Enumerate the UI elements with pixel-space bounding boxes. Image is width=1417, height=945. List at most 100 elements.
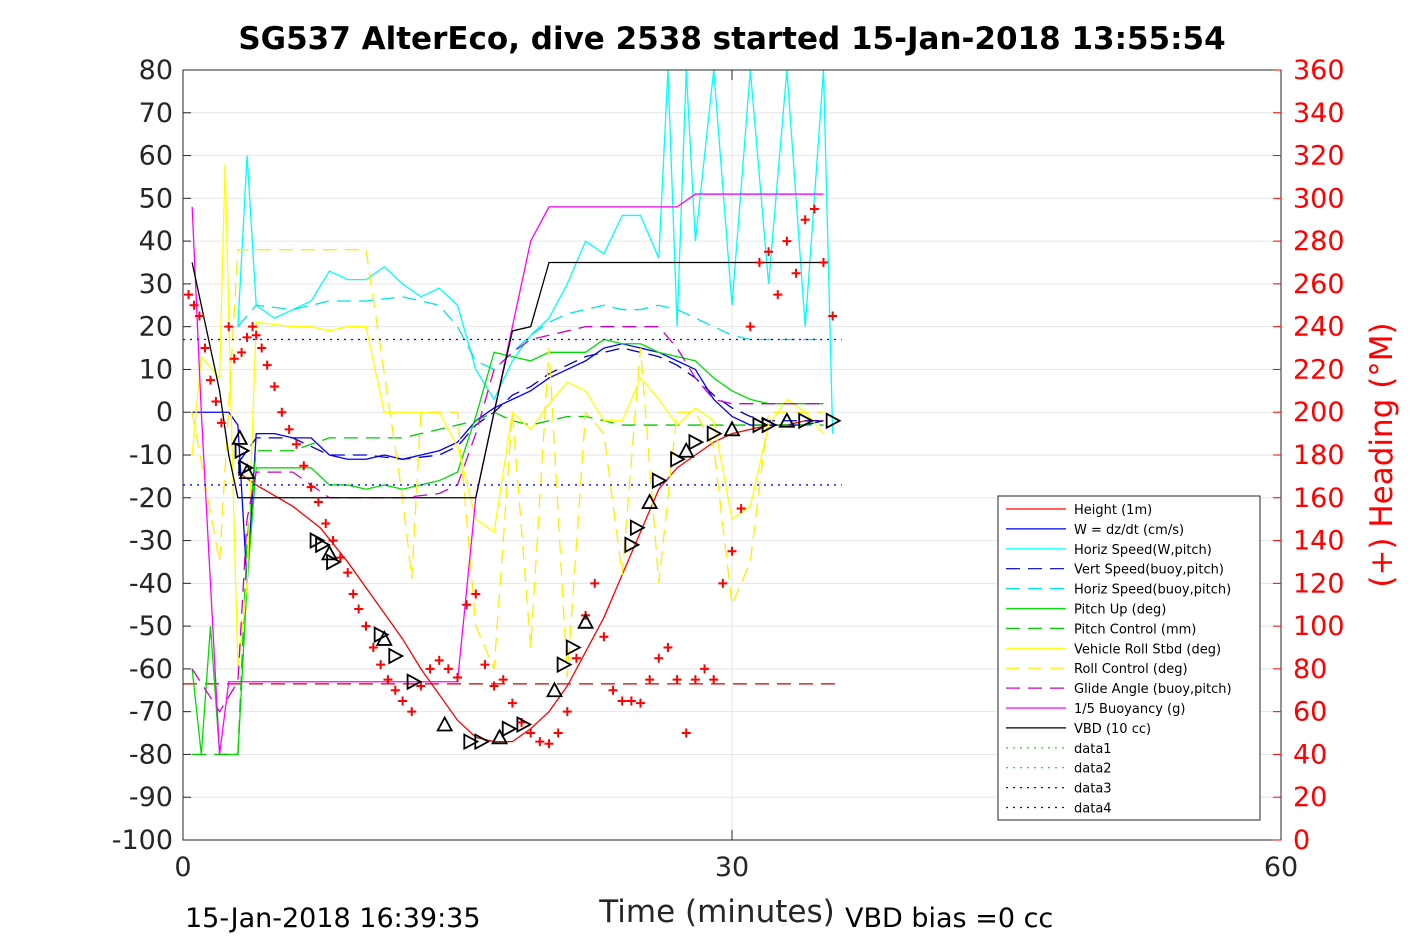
triangle-point xyxy=(706,425,723,443)
heading-point xyxy=(498,675,508,685)
triangle-point xyxy=(238,463,256,480)
heading-point xyxy=(248,322,258,332)
triangle-point xyxy=(315,536,331,554)
y2-tick-label: 180 xyxy=(1293,440,1345,471)
heading-point xyxy=(376,660,386,670)
x-tick-label: 30 xyxy=(715,852,749,883)
series-line-2 xyxy=(237,70,834,434)
x-tick-label: 0 xyxy=(174,852,191,883)
triangle-point xyxy=(501,720,518,738)
y2-tick-label: 60 xyxy=(1293,697,1327,728)
y2-tick-label: 320 xyxy=(1293,141,1345,172)
y2-tick-label: 260 xyxy=(1293,269,1345,300)
heading-point xyxy=(617,696,627,706)
heading-point xyxy=(608,685,618,695)
triangle-point xyxy=(375,630,393,646)
heading-point xyxy=(462,600,472,610)
heading-point xyxy=(791,268,801,278)
heading-point xyxy=(700,664,710,674)
legend-label: Vert Speed(buoy,pitch) xyxy=(1074,563,1224,578)
y-tick-label: 0 xyxy=(156,397,173,428)
heading-point xyxy=(727,546,737,556)
heading-point xyxy=(654,653,664,663)
heading-point xyxy=(205,375,215,385)
heading-point xyxy=(216,418,226,428)
legend-box xyxy=(997,495,1261,821)
heading-point xyxy=(809,204,819,214)
triangle-point xyxy=(238,459,255,477)
plot-series xyxy=(183,70,842,756)
heading-point xyxy=(383,675,393,685)
triangle-point xyxy=(624,536,641,554)
series-line-4 xyxy=(237,296,824,371)
triangle-point xyxy=(670,450,686,468)
triangle-point xyxy=(688,433,705,451)
legend-label: data3 xyxy=(1074,782,1112,797)
triangle-point xyxy=(565,638,582,657)
heading-point xyxy=(645,675,655,685)
heading-point xyxy=(407,707,417,717)
heading-point xyxy=(416,681,426,691)
series-line-10 xyxy=(191,193,824,755)
heading-point xyxy=(262,360,272,370)
y2-tick-label: 100 xyxy=(1293,611,1345,642)
legend-label: VBD (10 cc) xyxy=(1074,722,1151,737)
legend-label: data2 xyxy=(1074,762,1112,777)
legend-label: 1/5 Buoyancy (g) xyxy=(1074,702,1185,717)
series-line-11 xyxy=(191,261,824,499)
heading-point xyxy=(251,330,261,340)
triangle-point xyxy=(320,544,338,561)
triangle-point xyxy=(516,715,533,734)
legend-label: W = dz/dt (cm/s) xyxy=(1074,523,1184,538)
series-line-8 xyxy=(191,249,824,678)
triangle-point xyxy=(723,420,741,437)
heading-point xyxy=(718,578,728,588)
heading-point xyxy=(672,675,682,685)
heading-point xyxy=(291,439,301,449)
triangle-point xyxy=(556,656,573,674)
y-tick-label: 30 xyxy=(139,269,173,300)
triangle-point xyxy=(234,442,251,460)
y2-tick-label: 200 xyxy=(1293,397,1345,428)
heading-point xyxy=(284,424,294,434)
y-tick-label: -70 xyxy=(129,697,173,728)
y-tick-label: -40 xyxy=(129,568,173,599)
heading-point xyxy=(773,290,783,300)
heading-point xyxy=(544,739,554,749)
y-tick-label: 70 xyxy=(139,98,173,129)
heading-point xyxy=(398,696,408,706)
heading-point xyxy=(819,258,828,267)
heading-point xyxy=(764,247,774,257)
legend-label: Glide Angle (buoy,pitch) xyxy=(1074,682,1232,697)
chart-title: SG537 AlterEco, dive 2538 started 15-Jan… xyxy=(238,21,1225,57)
heading-point xyxy=(270,382,279,392)
triangle-point xyxy=(798,412,815,430)
heading-point xyxy=(211,397,221,407)
legend-label: Roll Control (deg) xyxy=(1074,662,1188,677)
y-tick-label: -100 xyxy=(112,825,173,856)
heading-point xyxy=(507,698,517,708)
heading-point xyxy=(471,589,481,599)
y-tick-label: -60 xyxy=(129,654,173,685)
heading-point xyxy=(690,675,700,685)
heading-point xyxy=(299,461,309,471)
triangle-point xyxy=(651,472,668,490)
heading-point xyxy=(489,681,499,691)
heading-point xyxy=(237,347,247,357)
y2-tick-label: 40 xyxy=(1293,739,1327,770)
heading-point xyxy=(571,653,581,663)
triangle-point xyxy=(463,733,480,751)
y2-tick-label: 80 xyxy=(1293,654,1327,685)
heading-point xyxy=(800,215,810,225)
y-tick-label: -50 xyxy=(129,611,173,642)
heading-point xyxy=(425,664,435,674)
heading-point xyxy=(736,503,746,513)
y2-tick-label: 280 xyxy=(1293,226,1345,257)
series-line-6 xyxy=(192,411,824,756)
y-tick-label: -10 xyxy=(129,440,173,471)
heading-point xyxy=(626,696,636,706)
heading-point xyxy=(348,589,358,599)
triangle-point xyxy=(641,493,659,509)
series-group xyxy=(183,70,842,756)
